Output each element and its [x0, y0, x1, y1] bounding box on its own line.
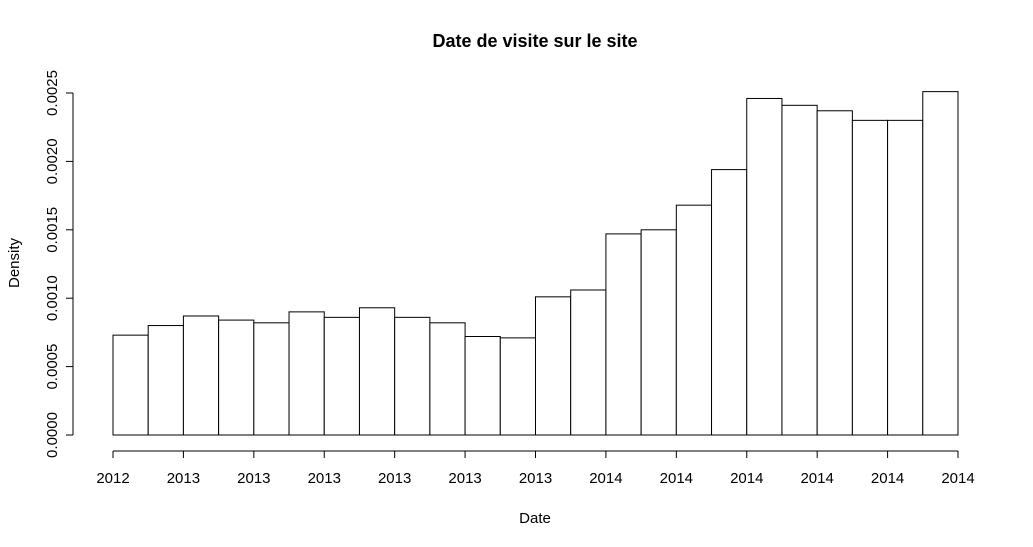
histogram-bar [675, 204, 713, 436]
x-tick-label: 2013 [237, 470, 270, 487]
histogram-bar [922, 91, 959, 436]
histogram-bar [112, 334, 149, 436]
histogram-bar [499, 337, 537, 436]
y-tick-label: 0.0020 [44, 138, 61, 184]
histogram-bar [147, 325, 184, 436]
x-tick-label: 2013 [167, 470, 200, 487]
histogram-bar [746, 97, 783, 436]
histogram-bar [358, 307, 396, 436]
x-tick-label: 2013 [448, 470, 481, 487]
histogram-bar [218, 319, 255, 436]
histogram-bar [605, 233, 642, 436]
x-tick-label: 2014 [730, 470, 763, 487]
histogram-bar [182, 315, 220, 436]
histogram-bar [887, 119, 924, 436]
y-tick-label: 0.0015 [44, 207, 61, 253]
histogram-bar [851, 119, 889, 436]
bars-group [112, 91, 959, 436]
x-tick-label: 2014 [941, 470, 974, 487]
histogram-bar [570, 289, 607, 436]
histogram-bar [288, 311, 325, 436]
y-axis: 0.0000 0.0005 0.0010 0.0015 0.0020 0.0025 [44, 70, 74, 458]
histogram-bar [640, 229, 677, 436]
histogram-bar [535, 296, 572, 436]
histogram-bar [429, 322, 466, 436]
histogram-bar [394, 316, 431, 436]
x-axis: 2012 2013 2013 2013 2013 2013 2013 2014 2014 2014… [96, 450, 975, 487]
x-tick-label: 2014 [871, 470, 904, 487]
histogram-bar [253, 322, 290, 436]
histogram-bar [781, 104, 818, 436]
chart-title: Date de visite sur le site [432, 31, 637, 51]
x-axis-label: Date [519, 510, 551, 527]
x-tick-label: 2013 [378, 470, 411, 487]
x-tick-label: 2014 [660, 470, 693, 487]
histogram-bar [323, 316, 360, 436]
y-tick-label: 0.0000 [44, 412, 61, 458]
x-tick-label: 2013 [308, 470, 341, 487]
y-axis-label: Density [6, 237, 23, 288]
x-tick-label: 2014 [800, 470, 833, 487]
y-tick-label: 0.0005 [44, 344, 61, 390]
histogram-bar [816, 110, 853, 436]
x-tick-label: 2012 [96, 470, 129, 487]
histogram-bar [711, 169, 748, 436]
y-tick-label: 0.0010 [44, 275, 61, 321]
x-tick-label: 2014 [589, 470, 622, 487]
y-tick-label: 0.0025 [44, 70, 61, 116]
x-tick-label: 2013 [519, 470, 552, 487]
histogram-bar [464, 336, 501, 436]
